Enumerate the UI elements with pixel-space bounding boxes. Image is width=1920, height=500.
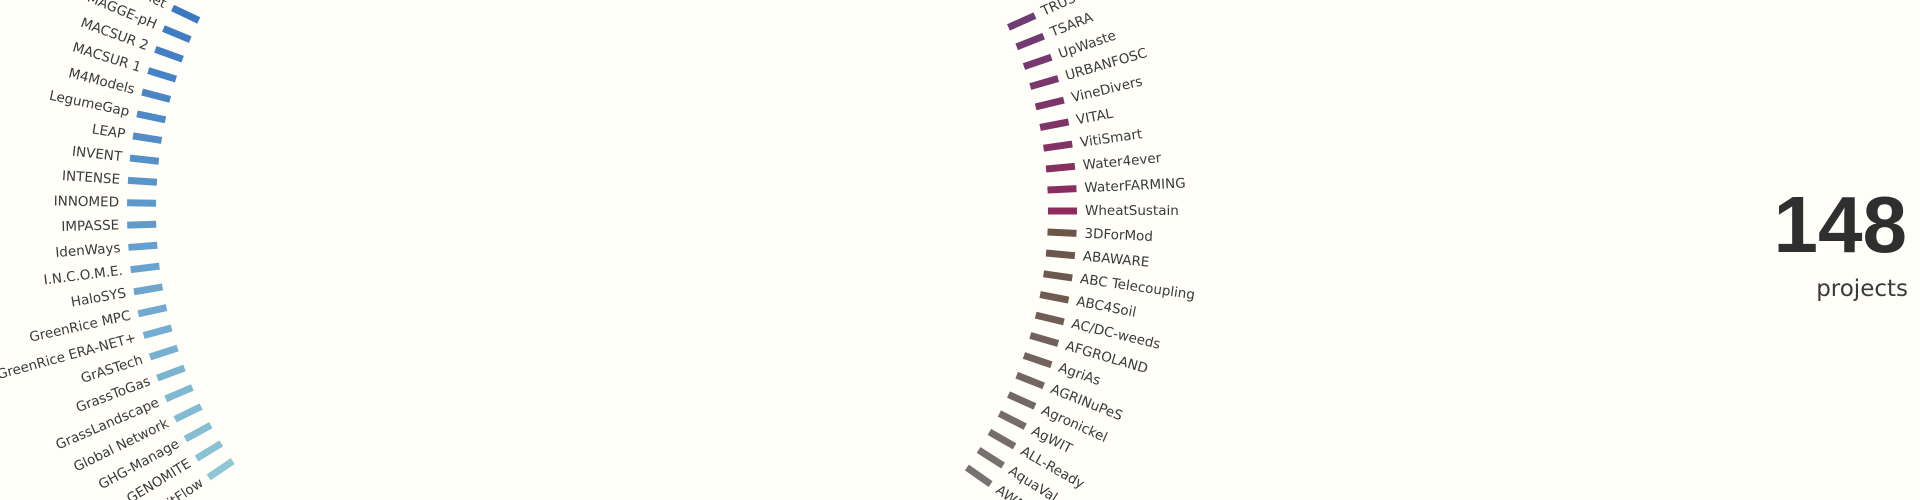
project-tick [142,324,173,339]
project-label: INNOMED [54,193,120,210]
project-tick [136,110,167,124]
project-tick [1022,352,1053,369]
project-tick [137,304,168,318]
project-label: ABC4Soil [1075,294,1138,321]
project-tick [1029,75,1060,90]
project-tick [1043,140,1073,152]
project-tick [1047,185,1077,194]
project-tick [1039,118,1070,131]
project-label: ABAWARE [1082,248,1150,270]
project-tick [964,464,993,487]
project-label: INVENT [71,144,123,166]
project-tick [127,220,157,229]
project-tick [127,199,157,207]
project-label: INTENSE [62,168,121,188]
project-tick [1007,12,1037,31]
project-tick [1022,53,1053,70]
project-tick [1047,228,1077,237]
project-tick [194,440,224,462]
project-label: I.N.C.O.M.E. [43,263,124,289]
project-tick [128,241,158,251]
project-label: 3DForMod [1084,226,1153,245]
project-tick [976,447,1005,469]
project-tick [1034,311,1065,326]
project-tick [997,410,1027,430]
project-tick [987,428,1017,450]
project-label: IdenWays [55,240,121,261]
project-label: LEAP [91,121,127,142]
project-tick [183,422,213,443]
project-tick [130,262,160,274]
project-tick [1015,32,1045,51]
project-tick [173,403,203,423]
project-tick [156,364,186,382]
project-tick [206,458,235,481]
project-tick [148,344,179,361]
project-label: WheatSustain [1085,203,1179,219]
project-count-label: projects [1816,276,1908,302]
project-label: IMPASSE [61,217,119,235]
project-tick [162,25,192,43]
project-tick [132,132,163,144]
project-tick [1045,249,1076,260]
project-label: VitiSmart [1079,126,1143,151]
project-tick [154,46,184,63]
project-tick [129,154,160,165]
project-label: VITAL [1075,106,1115,129]
project-tick [171,4,201,24]
project-tick [133,283,164,296]
project-tick [164,384,194,403]
project-tick [1007,391,1037,410]
project-tick [147,67,177,83]
project-tick [1034,96,1065,111]
project-tick [127,176,158,186]
project-tick [1029,332,1060,347]
project-label: HaloSYS [70,285,128,310]
project-tick [1045,162,1076,173]
project-tick [141,88,172,103]
project-count: 148 [1774,180,1907,269]
project-tick [1043,270,1073,282]
project-label: WaterFARMING [1084,175,1186,196]
project-label: Water4ever [1082,150,1162,173]
project-tick [1039,291,1070,304]
project-tick [1015,371,1045,390]
